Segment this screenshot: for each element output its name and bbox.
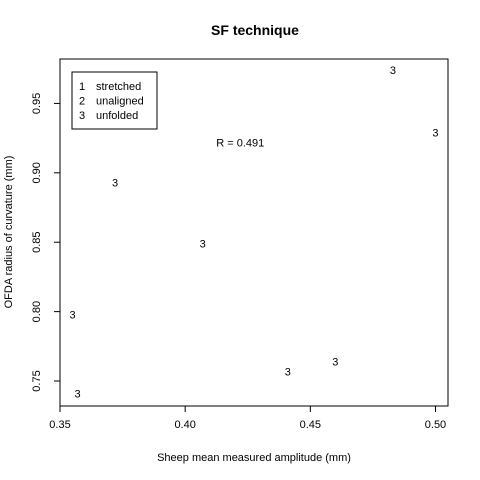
legend-symbol: 1 xyxy=(79,81,85,93)
data-point: 3 xyxy=(200,239,206,251)
x-tick-label: 0.50 xyxy=(425,419,446,431)
y-tick-label: 0.75 xyxy=(31,370,43,391)
y-tick-label: 0.95 xyxy=(31,93,43,114)
data-point: 3 xyxy=(69,309,75,321)
y-tick-label: 0.80 xyxy=(31,301,43,322)
x-tick-label: 0.45 xyxy=(300,419,321,431)
legend-symbol: 3 xyxy=(79,110,85,122)
legend-box xyxy=(71,71,158,130)
correlation-annotation: R = 0.491 xyxy=(216,137,264,149)
x-axis: 0.35 0.40 0.45 0.50 xyxy=(49,406,446,431)
x-axis-label: Sheep mean measured amplitude (mm) xyxy=(157,452,351,464)
y-tick-label: 0.85 xyxy=(31,232,43,253)
x-tick-label: 0.35 xyxy=(49,419,70,431)
data-point: 3 xyxy=(390,65,396,77)
legend-symbol: 2 xyxy=(79,96,85,108)
y-axis: 0.75 0.80 0.85 0.90 0.95 xyxy=(31,93,60,392)
data-point: 3 xyxy=(285,366,291,378)
plot-frame xyxy=(59,58,449,407)
legend-label: stretched xyxy=(96,81,141,93)
legend: 1 stretched 2 unaligned 3 unfolded xyxy=(71,71,158,130)
chart-title: SF technique xyxy=(211,22,299,38)
legend-label: unfolded xyxy=(96,110,138,122)
y-axis-label: OFDA radius of curvature (mm) xyxy=(3,156,15,309)
legend-label: unaligned xyxy=(96,96,144,108)
x-tick-label: 0.40 xyxy=(174,419,195,431)
data-points: 3 3 3 3 3 3 3 3 xyxy=(69,65,438,400)
y-tick-label: 0.90 xyxy=(31,162,43,183)
data-point: 3 xyxy=(74,389,80,401)
data-point: 3 xyxy=(332,357,338,369)
data-point: 3 xyxy=(112,178,118,190)
data-point: 3 xyxy=(432,128,438,140)
